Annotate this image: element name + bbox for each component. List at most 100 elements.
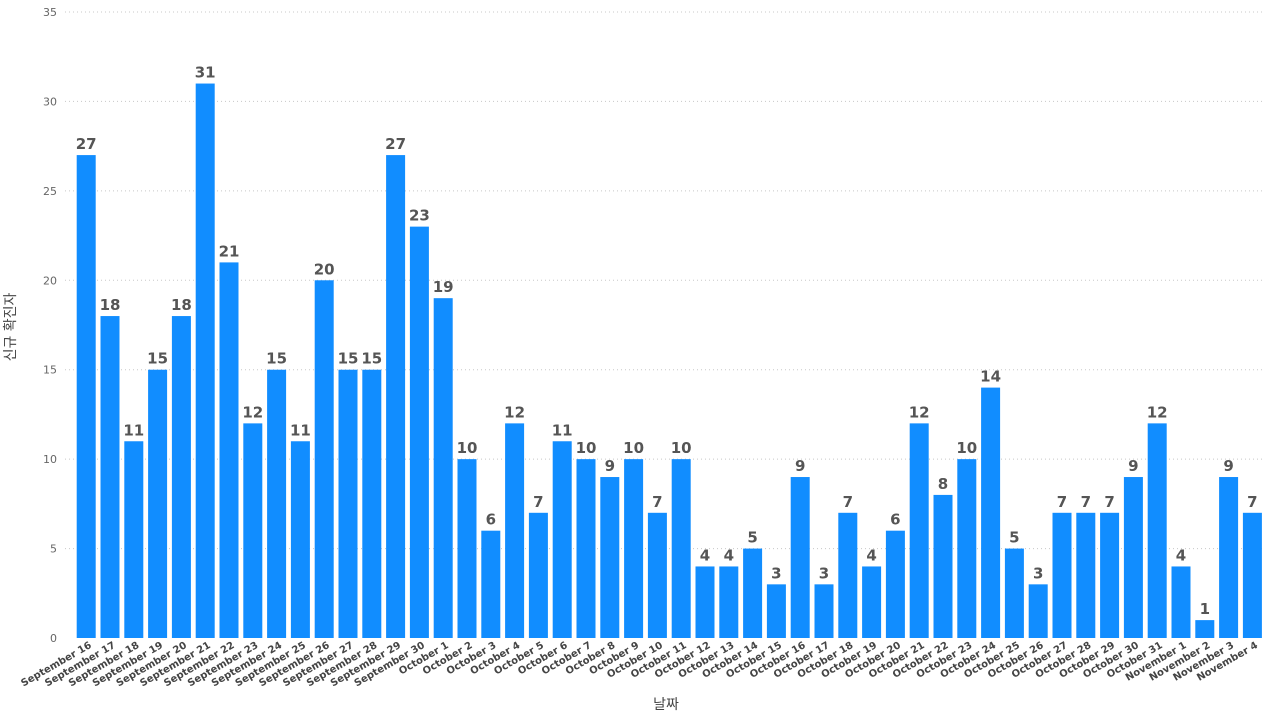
bar[interactable]	[386, 155, 406, 639]
data-label: 12	[504, 403, 525, 421]
bar[interactable]	[647, 512, 667, 638]
data-label: 18	[171, 296, 192, 314]
data-label: 9	[795, 457, 805, 475]
data-label: 31	[195, 64, 216, 82]
y-tick-label: 25	[43, 185, 57, 198]
y-tick-label: 35	[43, 6, 57, 19]
data-label: 23	[409, 207, 430, 225]
bar[interactable]	[600, 477, 620, 638]
x-axis-title: 날짜	[653, 697, 679, 713]
bar[interactable]	[933, 494, 953, 638]
data-label: 11	[552, 421, 573, 439]
data-label: 19	[433, 278, 454, 296]
data-label: 12	[1147, 403, 1168, 421]
bar[interactable]	[1242, 512, 1262, 638]
bar[interactable]	[624, 459, 644, 638]
bar[interactable]	[76, 155, 96, 639]
bar[interactable]	[409, 226, 429, 638]
bar[interactable]	[766, 584, 786, 638]
bar[interactable]	[243, 423, 263, 638]
data-label: 3	[1033, 564, 1043, 582]
bar[interactable]	[314, 280, 334, 638]
data-label: 5	[1009, 529, 1019, 547]
data-label: 9	[605, 457, 615, 475]
y-tick-label: 5	[50, 543, 57, 556]
bar[interactable]	[100, 316, 120, 638]
data-label: 7	[843, 493, 853, 511]
data-label: 3	[771, 564, 781, 582]
bar[interactable]	[909, 423, 929, 638]
bar[interactable]	[1004, 548, 1024, 638]
bar[interactable]	[743, 548, 763, 638]
data-label: 8	[938, 475, 948, 493]
bar[interactable]	[433, 298, 453, 638]
data-label: 9	[1223, 457, 1233, 475]
bar[interactable]	[290, 441, 310, 638]
bar[interactable]	[505, 423, 525, 638]
bar[interactable]	[195, 83, 215, 639]
bar[interactable]	[838, 512, 858, 638]
data-label: 6	[486, 511, 496, 529]
bar[interactable]	[267, 369, 287, 638]
bars	[76, 83, 1262, 639]
data-label: 10	[623, 439, 644, 457]
bar[interactable]	[671, 459, 691, 638]
data-label: 15	[361, 350, 382, 368]
bar[interactable]	[576, 459, 596, 638]
bar[interactable]	[1028, 584, 1048, 638]
bar[interactable]	[1195, 620, 1215, 638]
y-tick-label: 20	[43, 274, 57, 287]
bar[interactable]	[814, 584, 834, 638]
data-label: 15	[338, 350, 359, 368]
bar[interactable]	[148, 369, 168, 638]
bar[interactable]	[338, 369, 358, 638]
data-label: 5	[747, 529, 757, 547]
bar[interactable]	[790, 477, 810, 638]
bar[interactable]	[1123, 477, 1143, 638]
bar[interactable]	[981, 387, 1001, 638]
bar[interactable]	[885, 530, 905, 638]
y-tick-label: 30	[43, 95, 57, 108]
data-label: 7	[652, 493, 662, 511]
data-label: 14	[980, 368, 1001, 386]
y-tick-label: 0	[50, 632, 57, 645]
bar[interactable]	[1219, 477, 1239, 638]
bar[interactable]	[457, 459, 477, 638]
data-label: 18	[100, 296, 121, 314]
data-label: 11	[123, 421, 144, 439]
bar[interactable]	[1171, 566, 1191, 638]
bar[interactable]	[1076, 512, 1096, 638]
data-label: 11	[290, 421, 311, 439]
data-label: 10	[671, 439, 692, 457]
bar[interactable]	[552, 441, 572, 638]
bar[interactable]	[957, 459, 977, 638]
data-label: 20	[314, 260, 335, 278]
data-label: 4	[866, 546, 876, 564]
data-label: 7	[1081, 493, 1091, 511]
data-label: 7	[1057, 493, 1067, 511]
data-label: 4	[1176, 546, 1186, 564]
bar[interactable]	[124, 441, 144, 638]
data-label: 4	[724, 546, 734, 564]
bar[interactable]	[362, 369, 382, 638]
y-axis-title: 신규 확진자	[3, 292, 19, 361]
data-label: 7	[1247, 493, 1257, 511]
data-label: 15	[147, 350, 168, 368]
bar[interactable]	[219, 262, 239, 638]
data-label: 27	[385, 135, 406, 153]
bar[interactable]	[481, 530, 501, 638]
bar[interactable]	[1052, 512, 1072, 638]
bar[interactable]	[528, 512, 548, 638]
bar[interactable]	[719, 566, 739, 638]
bar[interactable]	[1100, 512, 1120, 638]
bar[interactable]	[695, 566, 715, 638]
y-tick-label: 10	[43, 453, 57, 466]
bar[interactable]	[1147, 423, 1167, 638]
bar[interactable]	[171, 316, 191, 638]
data-label: 9	[1128, 457, 1138, 475]
bar[interactable]	[862, 566, 882, 638]
data-label: 15	[266, 350, 287, 368]
data-label: 6	[890, 511, 900, 529]
